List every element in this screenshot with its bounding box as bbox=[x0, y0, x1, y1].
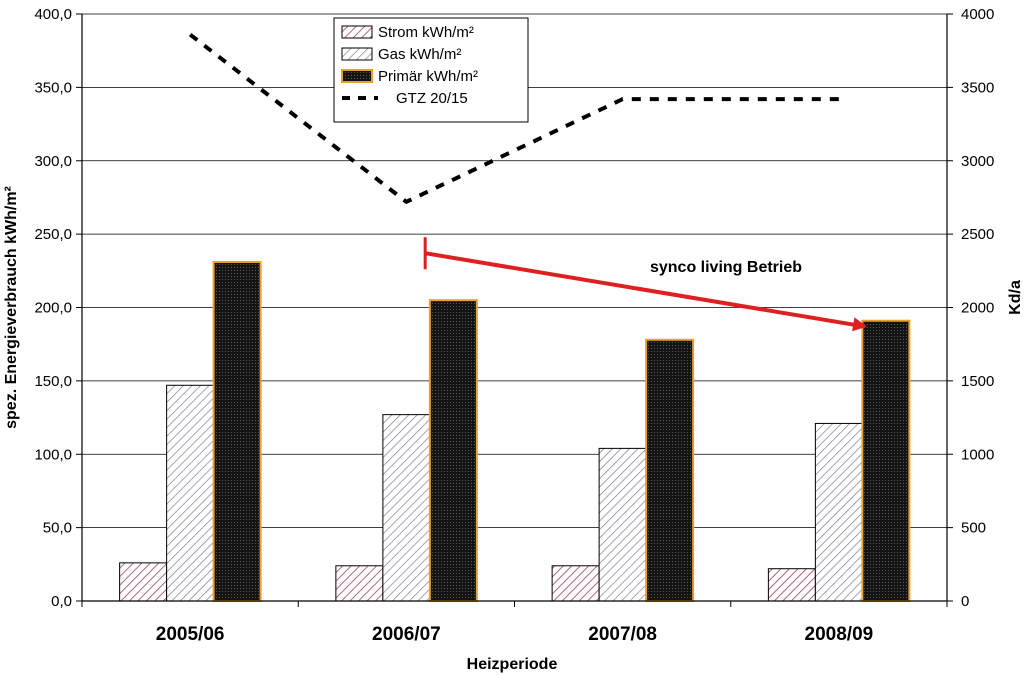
y-right-tick-label: 500 bbox=[961, 520, 986, 537]
y-tick-label: 100,0 bbox=[34, 446, 72, 463]
legend-label: GTZ 20/15 bbox=[396, 90, 468, 107]
axes-layer bbox=[76, 13, 953, 607]
y-tick-label: 400,0 bbox=[34, 6, 72, 23]
y-right-tick-label: 1000 bbox=[961, 446, 994, 463]
y-right-tick-label: 0 bbox=[961, 593, 969, 610]
bar-strom bbox=[551, 565, 600, 602]
y-right-tick-label: 4000 bbox=[961, 6, 994, 23]
legend-layer: Strom kWh/m² Gas kWh/m² Primär kWh/m² GTZ 2… bbox=[333, 17, 529, 123]
legend-swatch bbox=[341, 25, 373, 39]
y-right-tick-label: 2000 bbox=[961, 300, 994, 317]
y-right-tick-label: 3000 bbox=[961, 153, 994, 170]
y-tick-label: 250,0 bbox=[34, 226, 72, 243]
y-tick-label: 200,0 bbox=[34, 300, 72, 317]
x-tick-label: 2007/08 bbox=[588, 624, 657, 645]
bar-primaer bbox=[428, 299, 478, 602]
x-axis-title: Heizperiode bbox=[467, 656, 558, 673]
line-layer bbox=[188, 32, 839, 205]
legend-swatch bbox=[341, 69, 373, 83]
y-right-tick-label: 2500 bbox=[961, 226, 994, 243]
y-right-tick-label: 3500 bbox=[961, 79, 994, 96]
bars-layer bbox=[119, 261, 911, 602]
x-tick-label: 2008/09 bbox=[805, 624, 874, 645]
bar-strom bbox=[767, 568, 816, 602]
y-right-axis-title: Kd/a bbox=[1007, 280, 1024, 315]
x-tick-label: 2006/07 bbox=[372, 624, 441, 645]
bar-primaer bbox=[645, 338, 695, 602]
legend-label: Strom kWh/m² bbox=[378, 24, 474, 41]
y-right-tick-label: 1500 bbox=[961, 373, 994, 390]
y-tick-label: 150,0 bbox=[34, 373, 72, 390]
x-tick-label: 2005/06 bbox=[156, 624, 225, 645]
y-tick-label: 0,0 bbox=[51, 593, 72, 610]
bar-gas bbox=[598, 447, 647, 602]
y-tick-label: 350,0 bbox=[34, 79, 72, 96]
labels-layer: 0,0 50,0 100,0 150,0 200,0 250,0 300,0 350,0 400… bbox=[3, 6, 1024, 673]
bar-primaer bbox=[212, 261, 262, 602]
bar-gas bbox=[166, 384, 215, 602]
legend-label: Gas kWh/m² bbox=[378, 46, 461, 63]
annotation-arrow-head bbox=[852, 317, 868, 332]
bar-gas bbox=[382, 414, 431, 602]
bar-gas bbox=[814, 422, 863, 602]
annotation-label: synco living Betrieb bbox=[650, 259, 802, 276]
legend-swatch bbox=[341, 47, 373, 61]
bar-strom bbox=[119, 562, 168, 602]
y-tick-label: 50,0 bbox=[43, 520, 72, 537]
bar-strom bbox=[335, 565, 384, 602]
annotation-arrow-line bbox=[424, 251, 860, 328]
annotation-layer: synco living Betrieb bbox=[423, 237, 868, 332]
bar-primaer bbox=[861, 319, 911, 602]
y-axis-title: spez. Energieverbrauch kWh/m² bbox=[3, 186, 20, 429]
legend-label: Primär kWh/m² bbox=[378, 68, 478, 85]
y-tick-label: 300,0 bbox=[34, 153, 72, 170]
line-series-gtz bbox=[188, 32, 839, 205]
